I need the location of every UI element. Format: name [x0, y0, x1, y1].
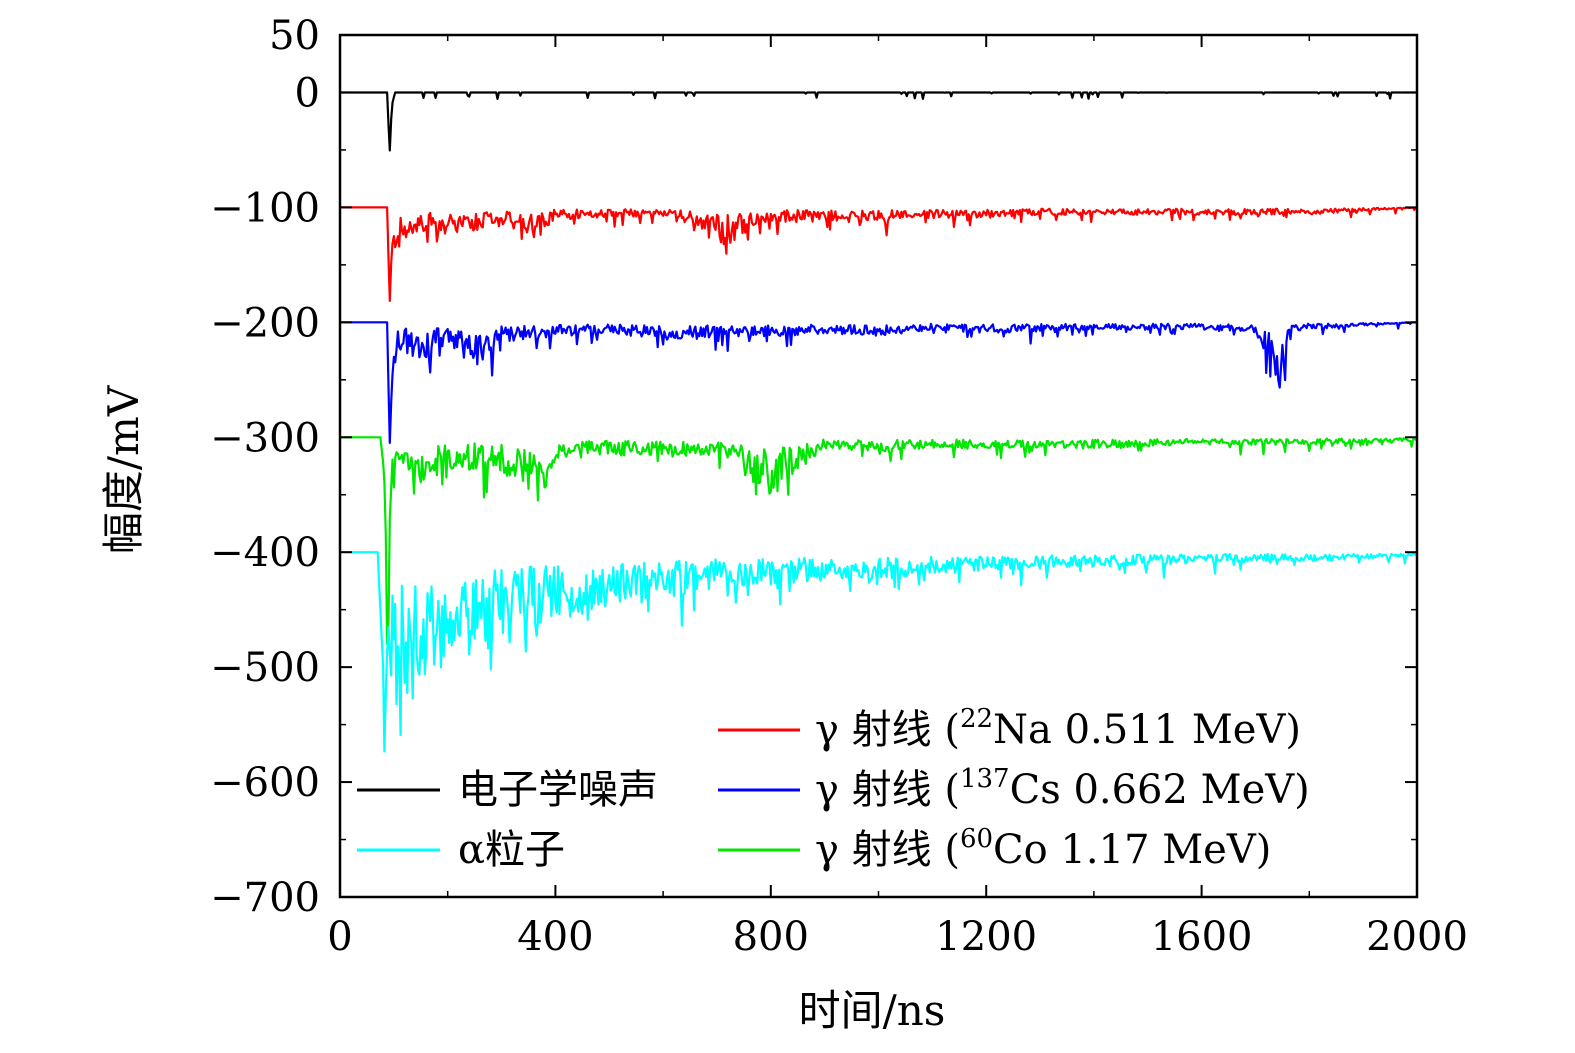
legend-label-noise: 电子学噪声 — [458, 767, 658, 813]
y-axis-label: 幅度/mV — [99, 385, 148, 554]
legend-label-na22-sup: 22 — [960, 704, 993, 734]
legend-label-alpha: α粒子 — [458, 827, 565, 873]
y-tick-label-7: −600 — [210, 760, 320, 806]
legend-label-cs137: γ 射线 (137Cs 0.662 MeV) — [815, 764, 1310, 813]
y-tick-label-6: −500 — [210, 645, 320, 691]
x-tick-label-0: 0 — [327, 914, 352, 960]
x-tick-label-2: 800 — [733, 914, 809, 960]
x-tick-label-1: 400 — [517, 914, 593, 960]
legend-label-na22-rest: Na 0.511 MeV) — [993, 707, 1301, 753]
series-line-0 — [340, 91, 1417, 152]
x-tick-label-3: 1200 — [935, 914, 1037, 960]
legend-label-cs137-prefix: γ 射线 ( — [815, 767, 960, 813]
x-tick-label-5: 2000 — [1366, 914, 1468, 960]
x-axis-label: 时间/ns — [799, 986, 946, 1035]
legend-label-na22: γ 射线 (22Na 0.511 MeV) — [815, 704, 1301, 753]
legend-label-cs137-sup: 137 — [960, 764, 1010, 794]
y-tick-label-1: 0 — [295, 70, 320, 116]
y-tick-label-4: −300 — [210, 415, 320, 461]
y-tick-label-0: 50 — [269, 13, 320, 59]
series-line-2 — [340, 321, 1418, 444]
y-tick-label-3: −200 — [210, 300, 320, 346]
series-line-4 — [340, 551, 1418, 753]
series-line-1 — [340, 206, 1418, 302]
legend: 电子学噪声 α粒子 γ 射线 (22Na 0.511 MeV) γ 射线 (13… — [357, 704, 1310, 873]
plot-lines — [340, 91, 1418, 753]
y-tick-label-8: −700 — [210, 875, 320, 921]
legend-label-co60: γ 射线 (60Co 1.17 MeV) — [815, 824, 1271, 873]
legend-label-co60-rest: Co 1.17 MeV) — [993, 827, 1271, 873]
legend-label-na22-prefix: γ 射线 ( — [815, 707, 960, 753]
x-tick-label-4: 1600 — [1151, 914, 1253, 960]
legend-label-co60-sup: 60 — [960, 824, 993, 854]
y-tick-label-2: −100 — [210, 185, 320, 231]
axis-ticks — [339, 34, 1418, 898]
legend-label-cs137-rest: Cs 0.662 MeV) — [1010, 767, 1310, 813]
series-line-3 — [340, 436, 1418, 646]
axis-tick-labels: 0 400 800 1200 1600 2000 50 0 −100 −200 −300 −400 −5… — [210, 13, 1468, 960]
y-tick-label-5: −400 — [210, 530, 320, 576]
legend-label-co60-prefix: γ 射线 ( — [815, 827, 960, 873]
